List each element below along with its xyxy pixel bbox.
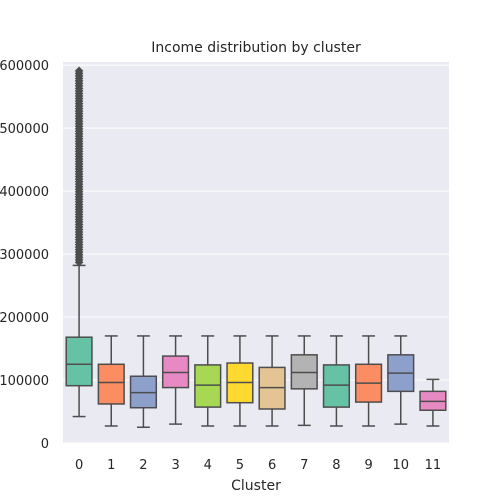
x-tick-label: 4 — [204, 458, 212, 473]
box-cluster-4 — [194, 335, 222, 427]
y-tick-label: 500000 — [0, 122, 49, 137]
box-cluster-11 — [419, 378, 447, 427]
y-tick-label: 300000 — [0, 248, 49, 263]
box-iqr — [322, 364, 351, 408]
box-iqr — [97, 363, 125, 405]
x-axis-label: Cluster — [231, 478, 281, 494]
box-cluster-6 — [258, 335, 286, 427]
x-tick-label: 8 — [332, 458, 340, 473]
x-tick-label: 5 — [236, 458, 244, 473]
chart-title: Income distribution by cluster — [151, 40, 361, 56]
box-series — [65, 66, 447, 429]
x-tick-label: 3 — [171, 458, 179, 473]
x-tick-label: 9 — [364, 458, 372, 473]
box-cluster-5 — [226, 335, 254, 427]
outlier-point — [74, 66, 84, 76]
box-cluster-3 — [161, 335, 190, 425]
box-cluster-10 — [387, 335, 415, 425]
y-tick-label: 200000 — [0, 311, 49, 326]
y-tick-label: 0 — [41, 437, 49, 452]
box-cluster-9 — [354, 335, 383, 427]
x-tick-label: 1 — [107, 458, 115, 473]
plot-area — [63, 62, 449, 443]
x-axis-ticks: 0 1 2 3 4 5 6 7 8 9 10 11 — [75, 458, 441, 473]
y-tick-label: 400000 — [0, 185, 49, 200]
x-tick-label: 7 — [300, 458, 308, 473]
x-tick-label: 0 — [75, 458, 83, 473]
box-cluster-2 — [129, 335, 158, 429]
box-iqr — [194, 364, 222, 408]
y-tick-label: 100000 — [0, 374, 49, 389]
box-cluster-8 — [322, 335, 351, 427]
x-tick-label: 2 — [139, 458, 147, 473]
grid-lines — [63, 64, 449, 444]
box-cluster-1 — [97, 335, 125, 427]
y-axis-ticks: 0 100000 200000 300000 400000 500000 600000 — [0, 59, 49, 452]
y-tick-label: 600000 — [0, 59, 49, 74]
x-tick-label: 11 — [425, 458, 442, 473]
x-tick-label: 10 — [392, 458, 409, 473]
box-cluster-0 — [65, 66, 93, 418]
box-cluster-7 — [290, 335, 318, 427]
box-iqr — [65, 336, 93, 387]
x-tick-label: 6 — [268, 458, 276, 473]
